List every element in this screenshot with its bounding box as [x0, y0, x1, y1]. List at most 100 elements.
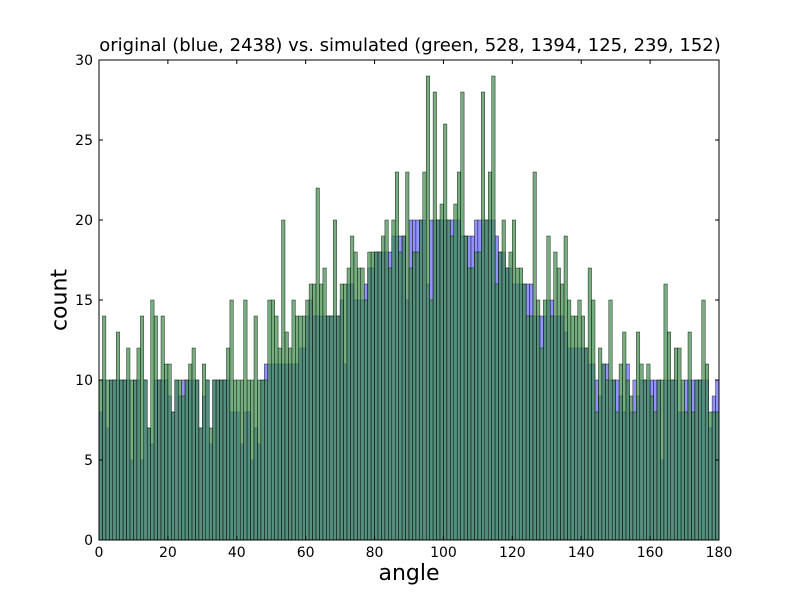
y-tick-labels: 0 5 10 15 20 25 30 — [75, 53, 93, 549]
bar-green — [625, 379, 630, 541]
bar-green — [498, 251, 503, 541]
bar-green — [260, 379, 265, 541]
bar-green — [226, 347, 231, 541]
bar-green — [129, 379, 134, 541]
bar-green — [157, 379, 162, 541]
bar-green — [398, 251, 403, 541]
bar-green — [429, 299, 434, 541]
bar-green — [536, 299, 541, 541]
bar-green — [639, 363, 644, 541]
bar-green — [405, 171, 410, 541]
bar-green — [563, 235, 568, 541]
bar-green — [143, 379, 148, 541]
bar-green — [608, 299, 613, 541]
bar-green — [257, 379, 262, 541]
bar-green — [443, 123, 448, 541]
x-axis-label: angle — [378, 561, 440, 586]
bar-green — [167, 363, 172, 541]
bar-green — [394, 171, 399, 541]
bar-green — [215, 379, 220, 541]
bar-green — [660, 379, 665, 541]
bar-green — [570, 315, 575, 541]
bar-green — [291, 299, 296, 541]
bar-green — [439, 203, 444, 541]
bar-green — [401, 235, 406, 541]
bar-green — [208, 427, 213, 541]
bar-green — [246, 379, 251, 541]
bar-green — [505, 267, 510, 541]
y-tick-label: 25 — [75, 133, 93, 149]
bar-green — [164, 363, 169, 541]
bar-green — [122, 379, 127, 541]
bar-green — [708, 411, 713, 541]
bar-green — [102, 315, 107, 541]
bar-green — [584, 347, 589, 541]
bar-green — [456, 171, 461, 541]
bar-green — [350, 235, 355, 541]
bar-green — [374, 251, 379, 541]
bar-green — [508, 251, 513, 541]
x-tick-label: 180 — [706, 545, 733, 561]
bar-green — [450, 235, 455, 541]
bar-green — [556, 267, 561, 541]
bar-green — [501, 219, 506, 541]
bar-green — [250, 379, 255, 541]
bar-green — [332, 219, 337, 541]
bar-green — [670, 379, 675, 541]
bar-green — [119, 379, 124, 541]
bar-green — [477, 251, 482, 541]
bar-green — [181, 395, 186, 541]
bar-green — [646, 363, 651, 541]
bar-green — [146, 427, 151, 541]
bar-green — [446, 219, 451, 541]
bar-green — [529, 315, 534, 541]
bar-green — [326, 315, 331, 541]
y-tick-label: 30 — [75, 53, 93, 69]
bar-green — [243, 299, 248, 541]
bar-green — [229, 299, 234, 541]
bar-green — [177, 379, 182, 541]
bar-green — [140, 315, 145, 541]
bar-green — [346, 267, 351, 541]
bar-green — [171, 411, 176, 541]
bar-green — [525, 315, 530, 541]
bar-green — [432, 91, 437, 541]
bar-green — [704, 363, 709, 541]
bar-green — [360, 267, 365, 541]
bar-green — [253, 315, 258, 541]
bar-green — [677, 347, 682, 541]
bar-green — [415, 251, 420, 541]
bar-green — [574, 315, 579, 541]
bar-green — [388, 267, 393, 541]
bar-green — [601, 363, 606, 541]
bar-green — [691, 411, 696, 541]
bar-green — [212, 379, 217, 541]
bar-green — [494, 283, 499, 541]
chart-title: original (blue, 2438) vs. simulated (gre… — [99, 35, 721, 56]
y-tick-label: 0 — [84, 533, 93, 549]
y-tick-label: 15 — [75, 293, 93, 309]
bar-green — [329, 315, 334, 541]
bar-green — [656, 379, 661, 541]
bar-green — [153, 315, 158, 541]
x-tick-label: 120 — [499, 545, 526, 561]
bar-green — [381, 235, 386, 541]
bar-green — [512, 219, 517, 541]
bar-green — [367, 251, 372, 541]
bar-green — [274, 315, 279, 541]
bar-green — [553, 251, 558, 541]
bar-green — [202, 363, 207, 541]
bar-green — [264, 379, 269, 541]
bar-green — [115, 331, 120, 541]
bar-green — [425, 75, 430, 541]
x-tick-labels: 0 20 40 60 80 100 120 140 160 180 — [95, 545, 733, 561]
bar-green — [636, 331, 641, 541]
y-tick-label: 20 — [75, 213, 93, 229]
bar-green — [532, 171, 537, 541]
bar-green — [219, 379, 224, 541]
bar-green — [160, 315, 165, 541]
bar-green — [560, 283, 565, 541]
bar-green — [205, 379, 210, 541]
bar-green — [687, 331, 692, 541]
x-tick-label: 160 — [637, 545, 664, 561]
